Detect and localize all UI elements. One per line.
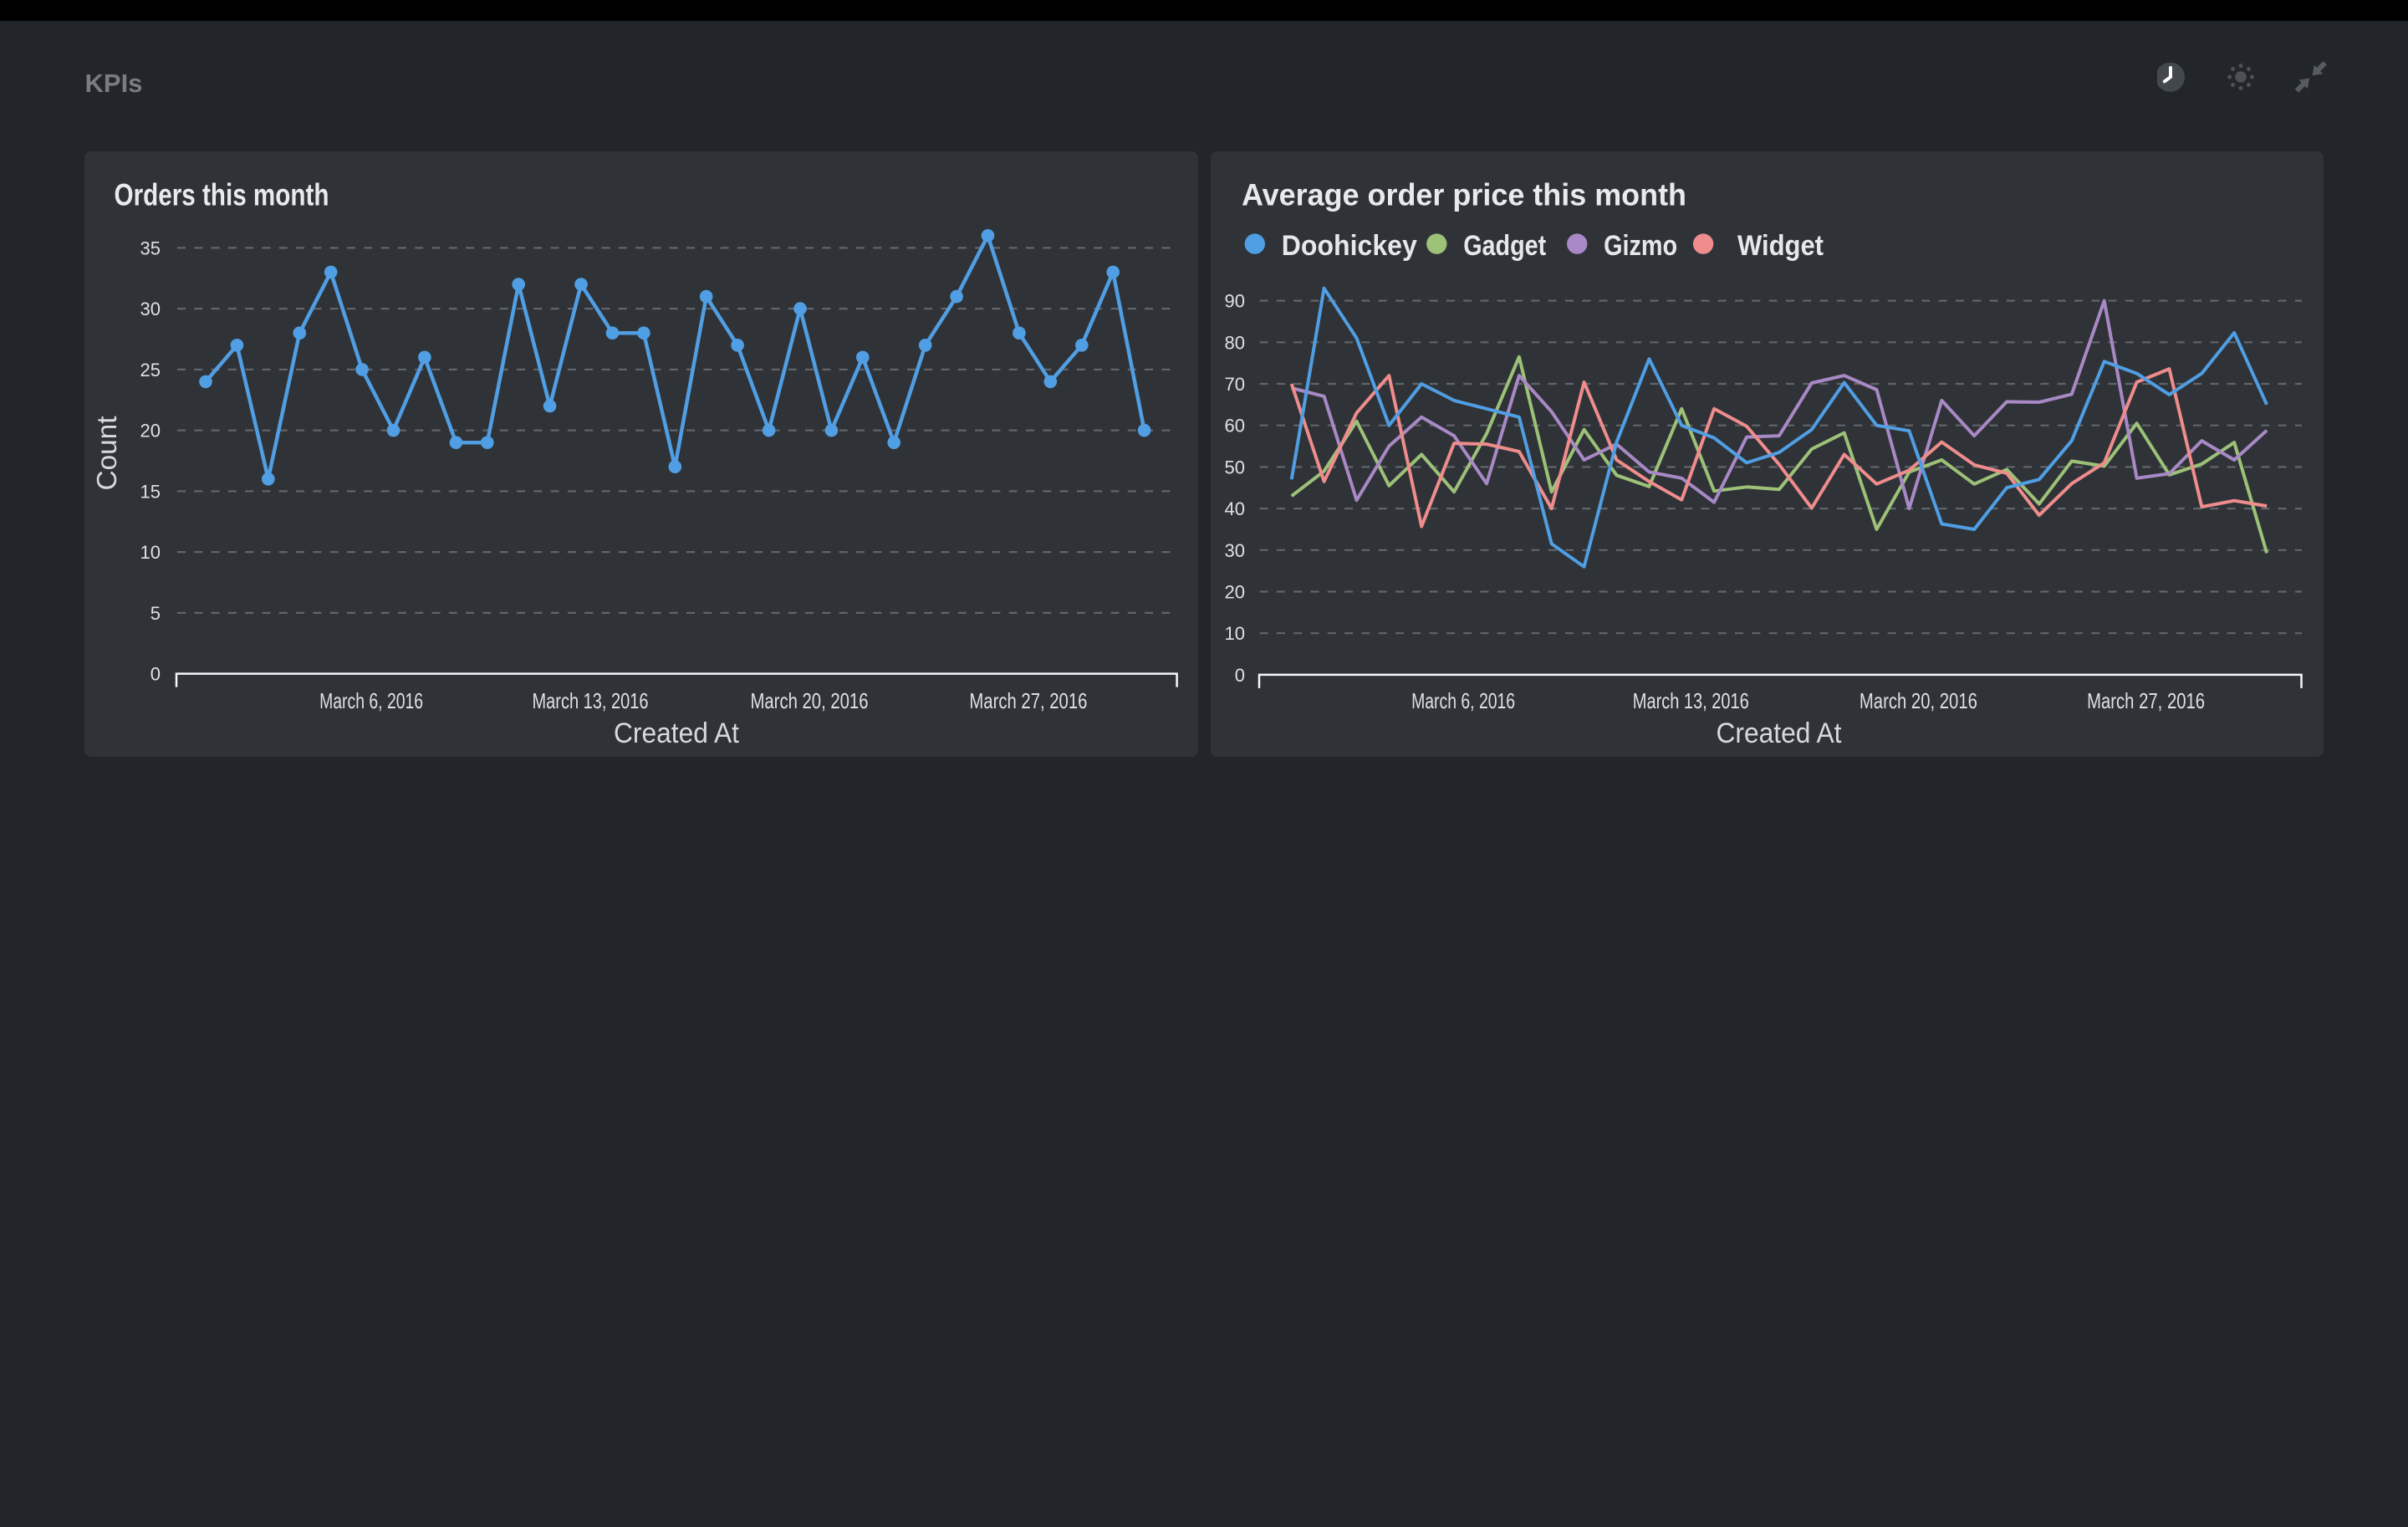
svg-text:March 13, 2016: March 13, 2016 [1633,688,1749,713]
svg-text:March 27, 2016: March 27, 2016 [2087,688,2205,713]
svg-text:March 6, 2016: March 6, 2016 [1411,688,1515,713]
svg-text:15: 15 [140,481,161,502]
svg-text:0: 0 [1235,665,1245,686]
svg-text:March 27, 2016: March 27, 2016 [969,688,1087,713]
svg-text:Average order price this month: Average order price this month [1242,178,1686,212]
svg-text:Gadget: Gadget [1463,230,1546,262]
svg-text:30: 30 [140,299,161,319]
svg-text:0: 0 [150,664,161,685]
svg-text:35: 35 [140,237,161,258]
svg-text:5: 5 [150,603,161,624]
svg-text:March 20, 2016: March 20, 2016 [751,688,869,713]
svg-text:Created At: Created At [614,718,740,749]
svg-text:40: 40 [1225,498,1245,519]
svg-text:March 6, 2016: March 6, 2016 [319,688,423,713]
svg-text:Doohickey: Doohickey [1282,230,1417,262]
svg-text:10: 10 [1225,623,1245,644]
svg-text:20: 20 [140,421,161,442]
svg-text:Orders this month: Orders this month [115,178,329,212]
svg-text:90: 90 [1225,291,1245,312]
svg-text:50: 50 [1225,457,1245,478]
svg-text:Gizmo: Gizmo [1604,230,1677,262]
svg-text:Created At: Created At [1717,718,1843,749]
svg-text:20: 20 [1225,582,1245,603]
svg-text:30: 30 [1225,540,1245,561]
svg-text:70: 70 [1225,374,1245,395]
svg-text:March 20, 2016: March 20, 2016 [1860,688,1977,713]
svg-text:March 13, 2016: March 13, 2016 [533,688,649,713]
svg-text:Count: Count [91,416,122,491]
svg-text:80: 80 [1225,332,1245,353]
svg-text:Widget: Widget [1737,230,1824,262]
svg-text:10: 10 [140,542,161,563]
svg-text:60: 60 [1225,416,1245,437]
svg-text:25: 25 [140,360,161,380]
